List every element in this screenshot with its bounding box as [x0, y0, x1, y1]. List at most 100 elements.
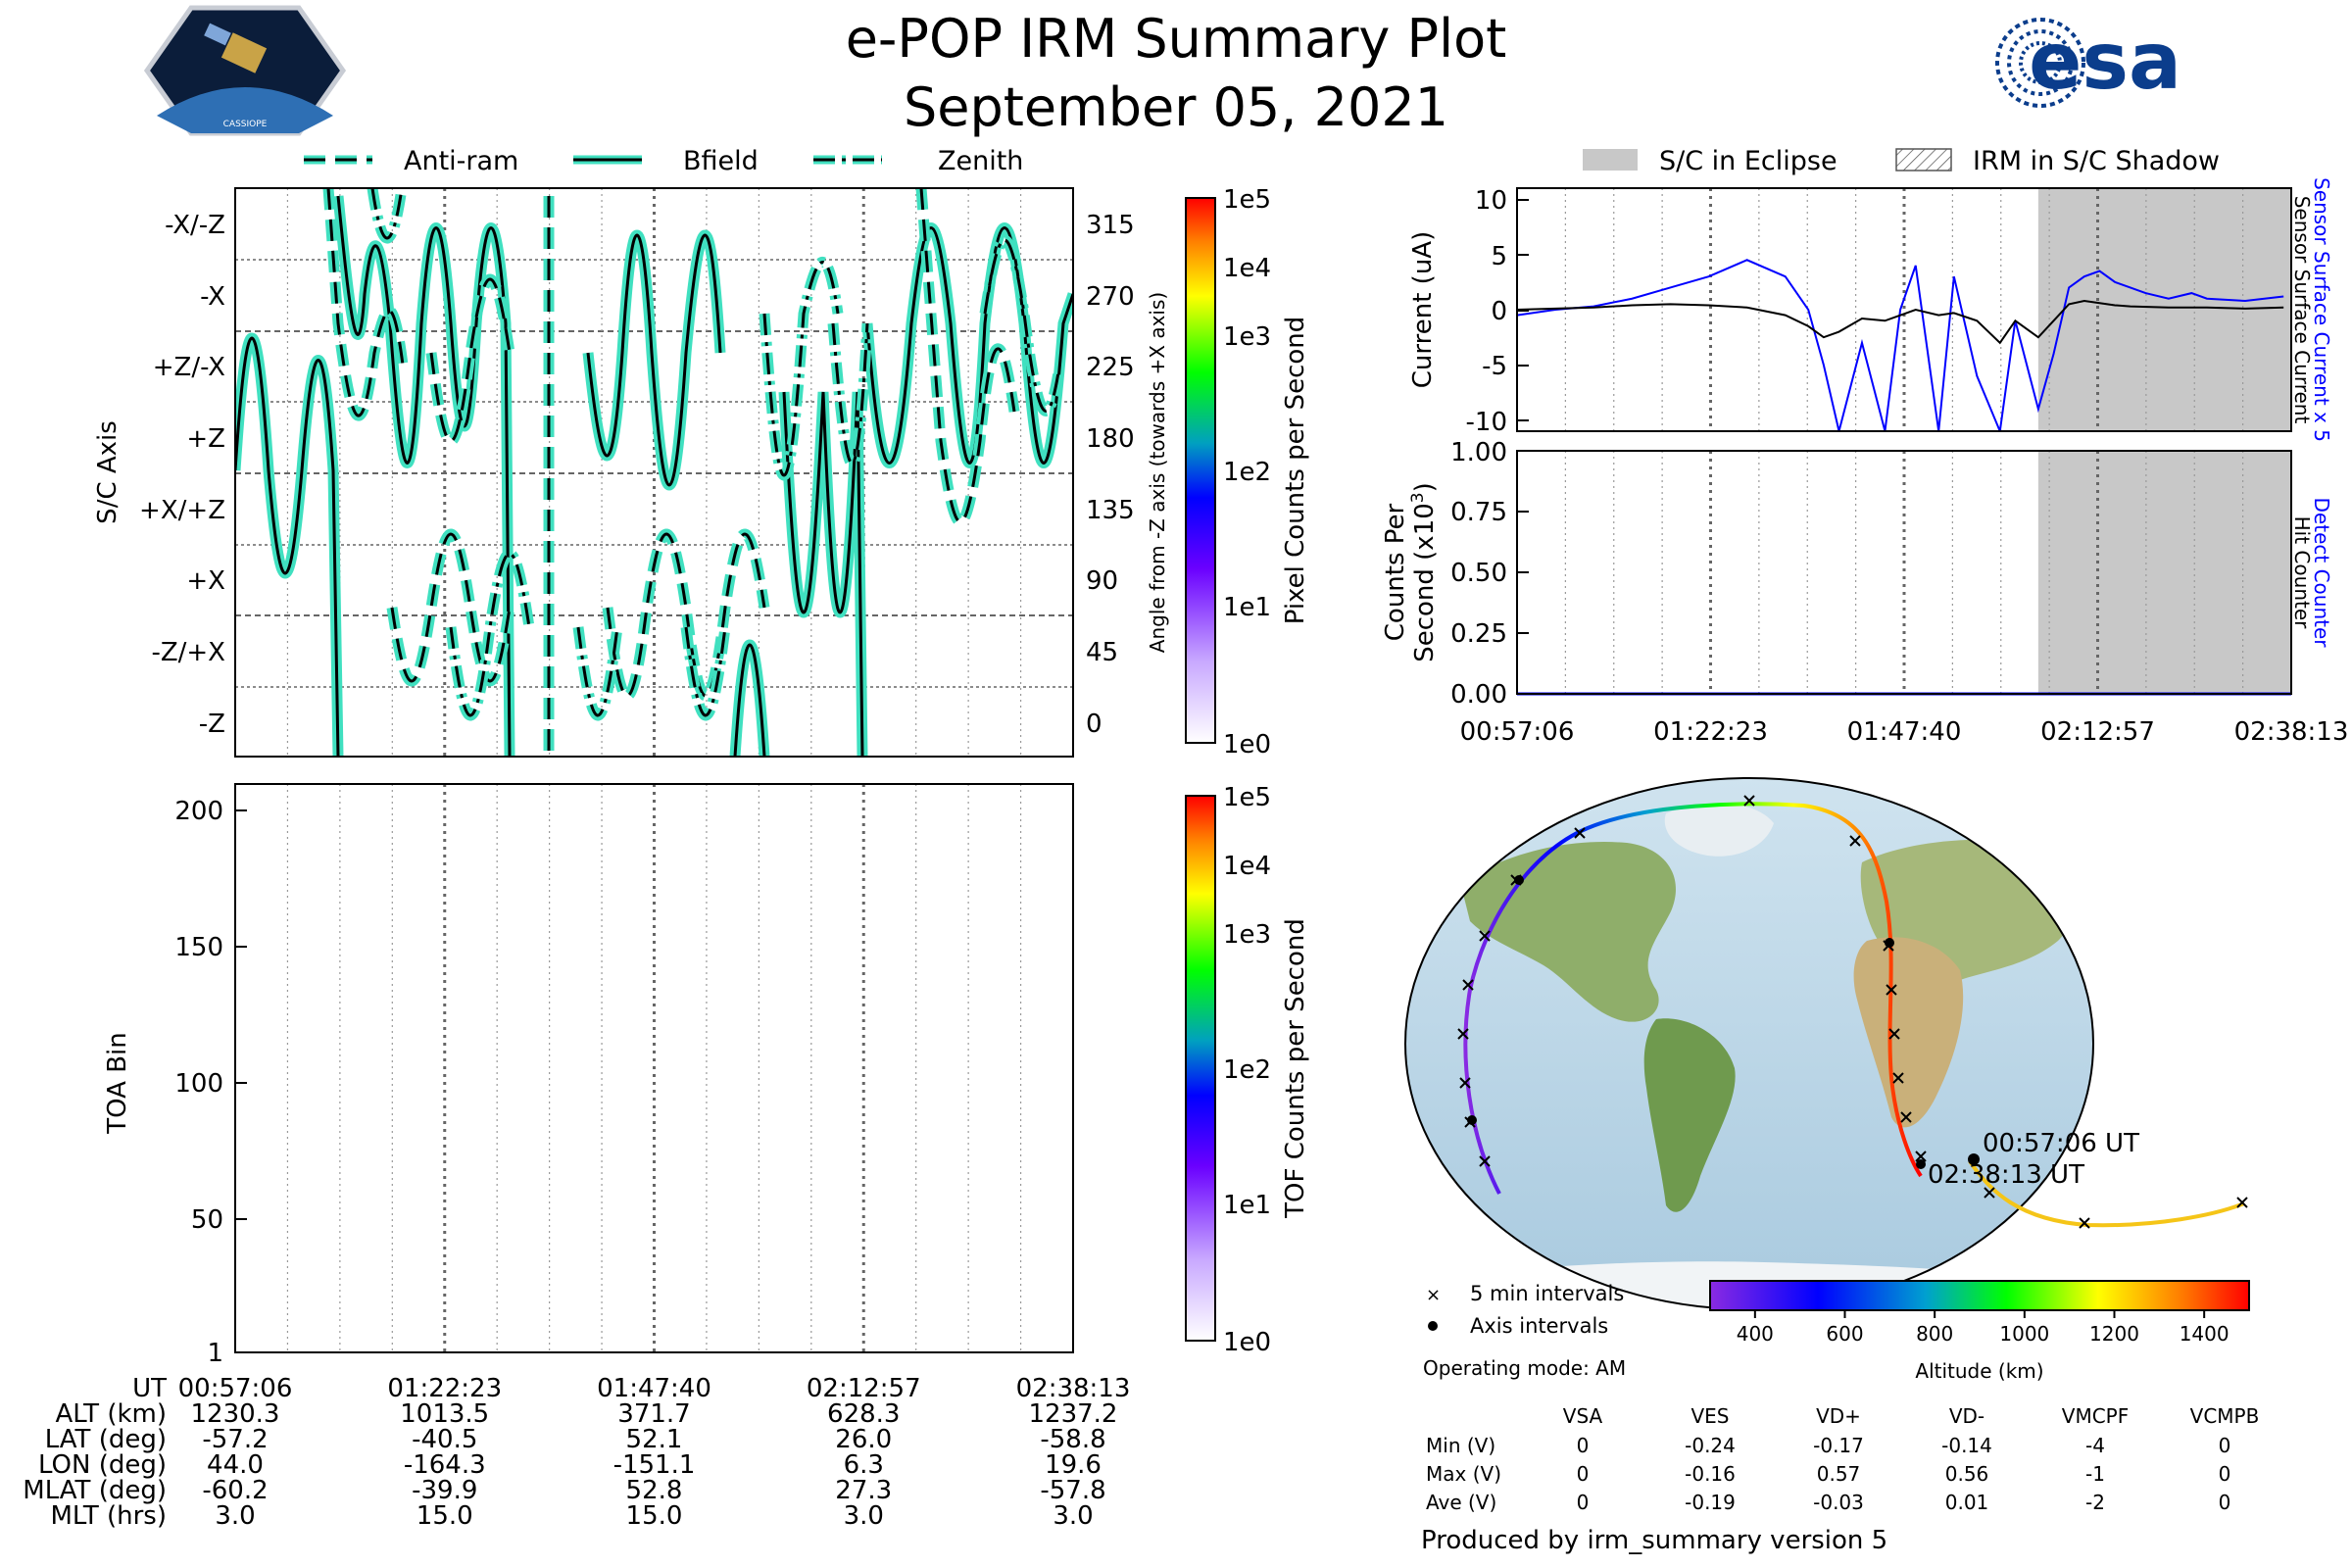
altitude-colorbar: 400 600 800 1000 1200 1400 Altitude (km)	[1709, 1280, 2250, 1383]
orbit-map: 00:57:06 UT 02:38:13 UT	[1404, 777, 2248, 1310]
sensor-current-x5-line	[1517, 259, 2284, 431]
current-panel: 10 5 0 -5 -10 Current (uA) Sensor Surfac…	[1408, 177, 2333, 442]
footer-row-label: LON (deg)	[38, 1450, 167, 1480]
voltage-cell: -0.16	[1685, 1462, 1736, 1486]
eclipse-shade	[2037, 188, 2291, 431]
attitude-right-ticks: 315 270 225 180 135 90 45 0	[1086, 211, 1135, 739]
footer-cell: 3.0	[844, 1501, 884, 1531]
cnt-tick-075: 0.75	[1450, 498, 1507, 527]
voltage-cell: 0	[2219, 1491, 2231, 1514]
att-angle-45: 45	[1086, 638, 1118, 667]
footer-cell: -151.1	[613, 1450, 696, 1480]
legend-bfield: Bfield	[683, 146, 759, 176]
footer-cell: 1230.3	[191, 1399, 280, 1429]
eclipse-shade-counts	[2037, 451, 2291, 694]
cassiope-logo: CASSIOPE	[143, 5, 347, 136]
footer-row-label: MLAT (deg)	[23, 1476, 167, 1505]
counts-xticks: 00:57:06 01:22:23 01:47:40 02:12:57 02:38:13	[1460, 717, 2349, 747]
voltage-header: VSA	[1563, 1404, 1603, 1428]
footer-cell: 02:12:57	[807, 1374, 921, 1403]
voltage-cell: -0.03	[1813, 1491, 1864, 1514]
voltage-cell: -0.14	[1941, 1434, 1992, 1457]
pixel-cb-1e5: 1e5	[1223, 185, 1271, 215]
footer-cell: 6.3	[844, 1450, 884, 1480]
attitude-legend: Anti-ram Bfield Zenith	[304, 146, 1023, 176]
footer-row-label: UT	[132, 1374, 167, 1403]
att-angle-180: 180	[1086, 424, 1135, 454]
cur-tick-m10: -10	[1466, 408, 1507, 437]
voltage-row-label: Ave (V)	[1426, 1491, 1496, 1514]
voltage-cell: -4	[2085, 1434, 2105, 1457]
voltage-cell: -0.19	[1685, 1491, 1736, 1514]
footer-cell: -164.3	[404, 1450, 486, 1480]
sensor-current-line	[1517, 299, 2284, 345]
att-tick-zpx: -Z/+X	[151, 638, 225, 667]
legend-shadow: IRM in S/C Shadow	[1973, 146, 2220, 176]
tof-cb-1e2: 1e2	[1223, 1055, 1271, 1085]
footer-cell: 628.3	[827, 1399, 900, 1429]
footer-row-label: LAT (deg)	[45, 1425, 167, 1454]
voltage-cell: 0	[2219, 1434, 2231, 1457]
toa-tick-200: 200	[174, 797, 223, 826]
cnt-tick-100: 1.00	[1450, 438, 1507, 467]
page-title: e-POP IRM Summary Plot	[846, 8, 1507, 70]
legend-axis-dot-icon	[1428, 1321, 1438, 1331]
pixel-cb-1e3: 1e3	[1223, 322, 1271, 352]
current-vgrid	[1564, 188, 2244, 431]
attitude-ylabel: S/C Axis	[93, 420, 122, 524]
voltage-cell: 0	[1577, 1462, 1590, 1486]
voltage-row-label: Min (V)	[1426, 1434, 1495, 1457]
footer-cell: -40.5	[412, 1425, 477, 1454]
att-angle-315: 315	[1086, 211, 1135, 240]
voltage-header: VMCPF	[2062, 1404, 2129, 1428]
counts-ylabel-2-main: Second (x10	[1410, 503, 1440, 662]
footer-cell: 26.0	[835, 1425, 892, 1454]
voltage-cell: 0.56	[1945, 1462, 1989, 1486]
tof-cb-1e4: 1e4	[1223, 852, 1271, 881]
time-tick-label: 02:38:13	[2234, 717, 2349, 747]
voltage-cell: 0.01	[1945, 1491, 1989, 1514]
footer-cell: 01:22:23	[387, 1374, 502, 1403]
voltage-cell: -0.24	[1685, 1434, 1736, 1457]
att-tick-mz: -Z	[199, 710, 225, 739]
legend-5min-marker-icon: ×	[1426, 1285, 1441, 1305]
footer-row-label: MLT (hrs)	[51, 1501, 168, 1531]
counts-ylabel-2: Second (x103)	[1408, 482, 1440, 662]
attitude-vgrid	[286, 188, 1022, 757]
tof-colorbar: 1e5 1e4 1e3 1e2 1e1 1e0 TOF Counts per S…	[1185, 783, 1310, 1357]
voltage-cell: 0.57	[1817, 1462, 1861, 1486]
footer-cell: 1237.2	[1029, 1399, 1118, 1429]
att-angle-225: 225	[1086, 353, 1135, 382]
page-date: September 05, 2021	[904, 76, 1448, 138]
counts-ylabel-2-close: )	[1410, 482, 1440, 492]
altitude-tick-label: 400	[1737, 1322, 1774, 1346]
axis-interval-dots	[1467, 875, 1980, 1169]
footer-cell: 52.8	[626, 1476, 683, 1505]
att-tick-px: +X	[186, 566, 225, 596]
footer-cell: 371.7	[617, 1399, 690, 1429]
att-angle-270: 270	[1086, 282, 1135, 312]
attitude-ylabel-right: Angle from -Z axis (towards +X axis)	[1146, 292, 1169, 653]
legend-zenith: Zenith	[938, 146, 1023, 176]
att-angle-0: 0	[1086, 710, 1102, 739]
footer-row-label: ALT (km)	[55, 1399, 167, 1429]
voltage-cell: -0.17	[1813, 1434, 1864, 1457]
footer-cell: -57.2	[202, 1425, 268, 1454]
counts-right-label-2: Hit Counter	[2290, 516, 2314, 629]
time-tick-label: 01:47:40	[1847, 717, 1962, 747]
legend-axis: Axis intervals	[1470, 1314, 1608, 1338]
cnt-tick-050: 0.50	[1450, 559, 1507, 588]
tof-cb-1e0: 1e0	[1223, 1328, 1271, 1357]
tof-cb-1e5: 1e5	[1223, 783, 1271, 812]
att-angle-135: 135	[1086, 496, 1135, 525]
current-right-label-2: Sensor Surface Current	[2290, 196, 2314, 424]
esa-logo-text: esa	[2029, 16, 2181, 107]
voltage-cell: -1	[2085, 1462, 2105, 1486]
counts-right-label-1: Detect Counter	[2310, 498, 2333, 649]
legend-5min: 5 min intervals	[1470, 1282, 1624, 1305]
toa-tick-150: 150	[174, 933, 223, 962]
attitude-left-ticks: -X/-Z -X +Z/-X +Z +X/+Z +X -Z/+X -Z	[139, 211, 225, 739]
toa-tick-50: 50	[191, 1205, 223, 1235]
cur-tick-5: 5	[1491, 242, 1507, 271]
esa-logo: esa	[1995, 16, 2181, 108]
